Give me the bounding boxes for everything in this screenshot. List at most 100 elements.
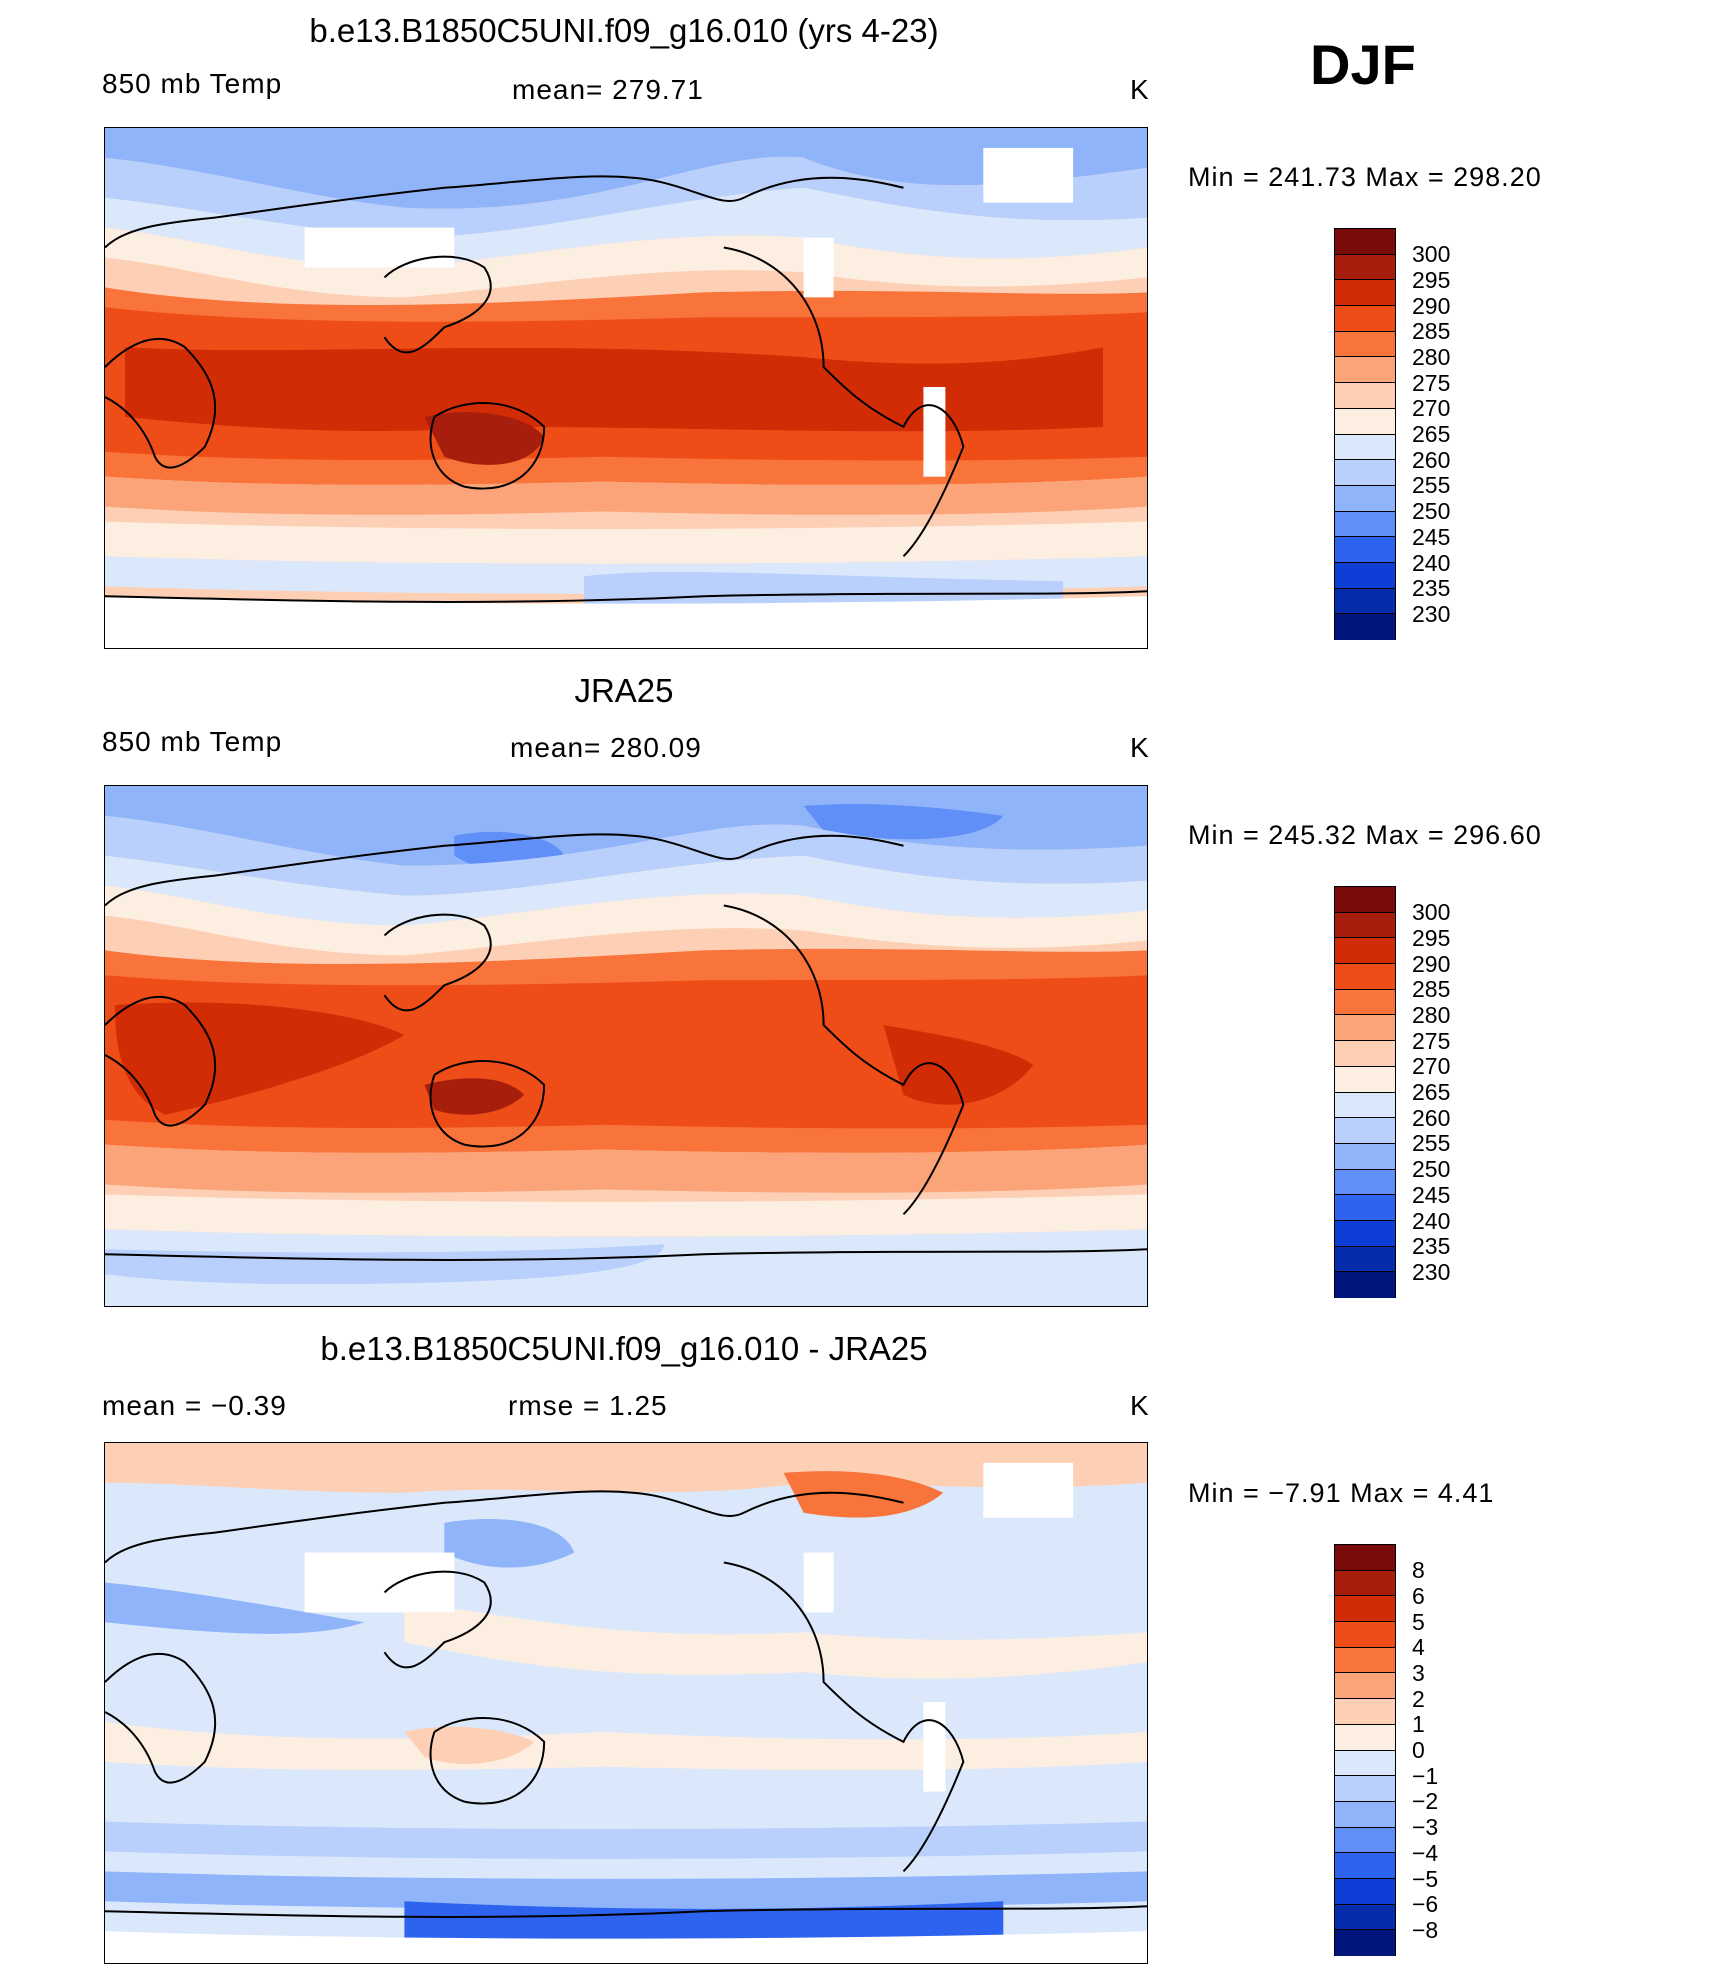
panel-3-tick: 6 bbox=[1412, 1583, 1425, 1609]
panel-3-tick: −8 bbox=[1412, 1917, 1439, 1943]
colorbar-swatch bbox=[1335, 562, 1395, 589]
colorbar-swatch bbox=[1335, 1246, 1395, 1273]
panel-2-tick: 230 bbox=[1412, 1259, 1451, 1285]
colorbar-swatch bbox=[1335, 1570, 1395, 1597]
colorbar-swatch bbox=[1335, 1647, 1395, 1674]
colorbar-swatch bbox=[1335, 1673, 1395, 1700]
colorbar-swatch bbox=[1335, 1930, 1395, 1956]
panel-2-tick: 290 bbox=[1412, 951, 1451, 977]
colorbar-swatch bbox=[1335, 1272, 1395, 1298]
panel-2-units: K bbox=[1130, 732, 1150, 763]
panel-2-mean-label: mean= 280.09 bbox=[510, 732, 702, 763]
panel-3-tick: −6 bbox=[1412, 1891, 1439, 1917]
colorbar-swatch bbox=[1335, 357, 1395, 384]
panel-1-tick: 260 bbox=[1412, 447, 1451, 473]
panel-1-tick: 295 bbox=[1412, 267, 1451, 293]
colorbar-swatch bbox=[1335, 1801, 1395, 1828]
panel-3-tick: −4 bbox=[1412, 1840, 1439, 1866]
panel-1-tick: 270 bbox=[1412, 395, 1451, 421]
panel-1-coastlines bbox=[105, 175, 1147, 603]
panel-2-left-label: 850 mb Temp bbox=[102, 726, 283, 757]
panel-1-tick: 230 bbox=[1412, 601, 1451, 627]
panel-1-temperature-bands bbox=[105, 128, 1147, 648]
panel-1-tick: 255 bbox=[1412, 472, 1451, 498]
panel-2-tick: 250 bbox=[1412, 1156, 1451, 1182]
panel-3-coastlines bbox=[105, 1490, 1147, 1918]
panel-2-tick: 300 bbox=[1412, 899, 1451, 925]
panel-2-tick: 265 bbox=[1412, 1079, 1451, 1105]
colorbar-swatch bbox=[1335, 485, 1395, 512]
panel-3-mean-label: mean = −0.39 bbox=[102, 1390, 287, 1421]
colorbar-swatch bbox=[1335, 1622, 1395, 1648]
panel-2-tick: 280 bbox=[1412, 1002, 1451, 1028]
panel-1-title: b.e13.B1850C5UNI.f09_g16.010 (yrs 4-23) bbox=[309, 12, 939, 49]
colorbar-swatch bbox=[1335, 1827, 1395, 1854]
panel-1-minmax: Min = 241.73 Max = 298.20 bbox=[1188, 162, 1542, 192]
colorbar-swatch bbox=[1335, 938, 1395, 965]
panel-1-tick: 280 bbox=[1412, 344, 1451, 370]
panel-3-tick: −3 bbox=[1412, 1814, 1439, 1840]
colorbar-swatch bbox=[1335, 331, 1395, 358]
panel-2-minmax: Min = 245.32 Max = 296.60 bbox=[1188, 820, 1542, 850]
colorbar-swatch bbox=[1335, 989, 1395, 1016]
panel-3-tick: 0 bbox=[1412, 1737, 1425, 1763]
colorbar-swatch bbox=[1335, 1118, 1395, 1144]
panel-3-colorbar bbox=[1334, 1544, 1396, 1956]
panel-1-tick: 300 bbox=[1412, 241, 1451, 267]
panel-2-coastlines bbox=[105, 833, 1147, 1261]
colorbar-swatch bbox=[1335, 887, 1395, 913]
panel-2-map bbox=[104, 785, 1148, 1307]
colorbar-swatch bbox=[1335, 229, 1395, 255]
colorbar-swatch bbox=[1335, 1220, 1395, 1247]
colorbar-swatch bbox=[1335, 614, 1395, 640]
colorbar-swatch bbox=[1335, 280, 1395, 307]
panel-3-tick: 4 bbox=[1412, 1634, 1425, 1660]
colorbar-swatch bbox=[1335, 1041, 1395, 1067]
colorbar-swatch bbox=[1335, 254, 1395, 281]
panel-2-tick: 295 bbox=[1412, 925, 1451, 951]
colorbar-swatch bbox=[1335, 1699, 1395, 1725]
panel-2-tick: 235 bbox=[1412, 1233, 1451, 1259]
colorbar-swatch bbox=[1335, 964, 1395, 990]
panel-3-tick: −1 bbox=[1412, 1763, 1439, 1789]
panel-1-colorbar bbox=[1334, 228, 1396, 640]
colorbar-swatch bbox=[1335, 1092, 1395, 1119]
colorbar-swatch bbox=[1335, 1853, 1395, 1879]
panel-1-mean-label: mean= 279.71 bbox=[512, 74, 704, 105]
colorbar-swatch bbox=[1335, 912, 1395, 939]
panel-3-units: K bbox=[1130, 1390, 1150, 1421]
colorbar-swatch bbox=[1335, 1195, 1395, 1221]
colorbar-swatch bbox=[1335, 1143, 1395, 1170]
panel-2-tick: 240 bbox=[1412, 1208, 1451, 1234]
panel-3-tick: −5 bbox=[1412, 1866, 1439, 1892]
panel-2-tick: 245 bbox=[1412, 1182, 1451, 1208]
panel-2-tick: 275 bbox=[1412, 1028, 1451, 1054]
colorbar-swatch bbox=[1335, 1904, 1395, 1931]
colorbar-swatch bbox=[1335, 1776, 1395, 1802]
colorbar-swatch bbox=[1335, 306, 1395, 332]
panel-1-tick: 250 bbox=[1412, 498, 1451, 524]
colorbar-swatch bbox=[1335, 1596, 1395, 1623]
colorbar-swatch bbox=[1335, 1066, 1395, 1093]
panel-1-left-label: 850 mb Temp bbox=[102, 68, 283, 99]
colorbar-swatch bbox=[1335, 408, 1395, 435]
panel-1-map bbox=[104, 127, 1148, 649]
panel-1-tick: 245 bbox=[1412, 524, 1451, 550]
panel-1-tick: 265 bbox=[1412, 421, 1451, 447]
panel-1-tick: 290 bbox=[1412, 293, 1451, 319]
panel-3-tick: 3 bbox=[1412, 1660, 1425, 1686]
colorbar-swatch bbox=[1335, 588, 1395, 615]
colorbar-swatch bbox=[1335, 1169, 1395, 1196]
colorbar-swatch bbox=[1335, 537, 1395, 563]
panel-1-tick: 275 bbox=[1412, 370, 1451, 396]
colorbar-swatch bbox=[1335, 1878, 1395, 1905]
panel-3-tick: 8 bbox=[1412, 1557, 1425, 1583]
panel-2-tick: 285 bbox=[1412, 976, 1451, 1002]
panel-3-tick: 5 bbox=[1412, 1609, 1425, 1635]
panel-3-map bbox=[104, 1442, 1148, 1964]
panel-1-tick: 285 bbox=[1412, 318, 1451, 344]
panel-2-title: JRA25 bbox=[574, 672, 674, 709]
panel-3-tick: −2 bbox=[1412, 1788, 1439, 1814]
panel-3-difference-bands bbox=[105, 1443, 1147, 1963]
colorbar-swatch bbox=[1335, 1545, 1395, 1571]
